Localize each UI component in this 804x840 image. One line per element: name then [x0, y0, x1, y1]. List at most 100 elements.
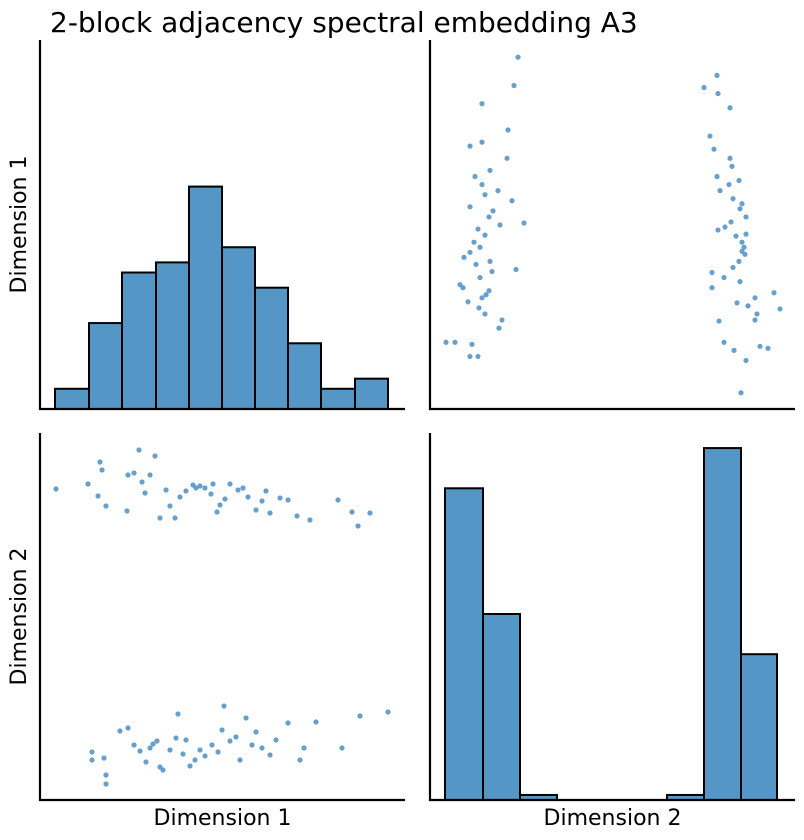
scatter-point	[461, 254, 467, 260]
scatter-point	[479, 101, 485, 107]
scatter-point	[486, 214, 492, 220]
scatter-point	[339, 745, 345, 751]
scatter-point	[167, 747, 173, 753]
scatter-point	[511, 82, 517, 89]
scatter-point	[301, 745, 307, 751]
scatter-point	[486, 288, 492, 294]
scatter-point	[136, 447, 142, 453]
scatter-point	[476, 305, 482, 311]
scatter-point	[739, 239, 745, 245]
histogram-bar	[482, 612, 521, 802]
scatter-point	[457, 282, 463, 288]
scatter-point	[103, 781, 109, 787]
scatter-point	[477, 274, 483, 281]
scatter-point	[160, 767, 166, 773]
scatter-point	[473, 261, 479, 268]
scatter-point	[117, 728, 123, 734]
scatter-point	[471, 239, 477, 245]
scatter-point	[313, 719, 319, 725]
scatter-point	[727, 105, 733, 111]
scatter-point	[714, 72, 720, 78]
scatter-point	[709, 285, 715, 291]
scatter-point	[124, 508, 130, 514]
scatter-point	[193, 485, 199, 491]
scatter-point	[738, 390, 744, 396]
scatter-point	[210, 481, 216, 487]
scatter-point	[209, 742, 215, 748]
scatter-point	[727, 155, 733, 161]
scatter-point	[222, 496, 228, 502]
scatter-point	[489, 268, 495, 275]
scatter-point	[475, 353, 481, 360]
scatter-point	[89, 757, 95, 763]
scatter-point	[465, 299, 471, 305]
scatter-point	[717, 188, 723, 194]
scatter-point	[357, 713, 363, 719]
scatter-point	[730, 196, 736, 202]
scatter-point	[509, 198, 515, 204]
scatter-point	[349, 509, 355, 515]
scatter-point	[147, 472, 153, 478]
scatter-point	[497, 222, 503, 228]
scatter-point	[180, 751, 186, 757]
scatter-point	[499, 317, 505, 323]
scatter-point	[249, 742, 255, 748]
scatter-point	[142, 490, 148, 496]
scatter-point	[716, 318, 722, 324]
histogram-bar	[155, 261, 190, 410]
scatter-point	[472, 173, 478, 180]
scatter-point	[743, 214, 749, 220]
scatter-point	[721, 274, 727, 281]
histogram-bar	[188, 185, 223, 410]
scatter-point	[477, 244, 483, 250]
scatter-point	[487, 258, 493, 264]
scatter-point	[227, 481, 233, 487]
scatter-point	[103, 503, 109, 509]
scatter-point	[147, 745, 153, 751]
scatter-point	[103, 772, 109, 778]
scatter-point	[253, 729, 259, 735]
scatter-point	[221, 703, 227, 709]
scatter-point	[729, 163, 735, 169]
histogram-bar	[121, 271, 157, 410]
scatter-point	[285, 497, 291, 503]
scatter-point	[187, 763, 193, 769]
scatter-point	[89, 749, 95, 755]
histogram-bar	[354, 377, 389, 411]
scatter-point	[736, 258, 742, 264]
scatter-point	[259, 745, 265, 751]
scatter-point	[97, 459, 103, 465]
scatter-point	[85, 481, 91, 487]
scatter-point	[469, 341, 475, 347]
y-axis-label: Dimension 2	[7, 548, 32, 686]
scatter-point	[167, 503, 173, 509]
scatter-point	[245, 494, 251, 500]
scatter-point	[731, 347, 737, 353]
scatter-point	[267, 752, 273, 758]
scatter-point	[137, 748, 143, 754]
scatter-point	[219, 727, 225, 733]
scatter-point	[741, 244, 747, 250]
scatter-point	[307, 517, 313, 523]
scatter-point	[479, 295, 485, 301]
scatter-point	[739, 201, 745, 207]
scatter-point	[101, 755, 107, 761]
scatter-point	[707, 133, 713, 139]
scatter-point	[513, 266, 519, 273]
scatter-point	[482, 192, 488, 198]
scatter-point	[243, 715, 249, 721]
scatter-point	[765, 345, 771, 351]
scatter-point	[208, 491, 214, 497]
scatter-point	[754, 311, 760, 317]
scatter-point	[197, 483, 203, 489]
histogram-bar	[740, 653, 778, 802]
scatter-point	[715, 227, 721, 233]
scatter-point	[131, 470, 137, 476]
scatter-point	[285, 720, 291, 726]
scatter-point	[152, 453, 158, 459]
scatter-point	[479, 181, 485, 188]
scatter-point	[235, 487, 241, 493]
scatter-point	[701, 84, 707, 91]
